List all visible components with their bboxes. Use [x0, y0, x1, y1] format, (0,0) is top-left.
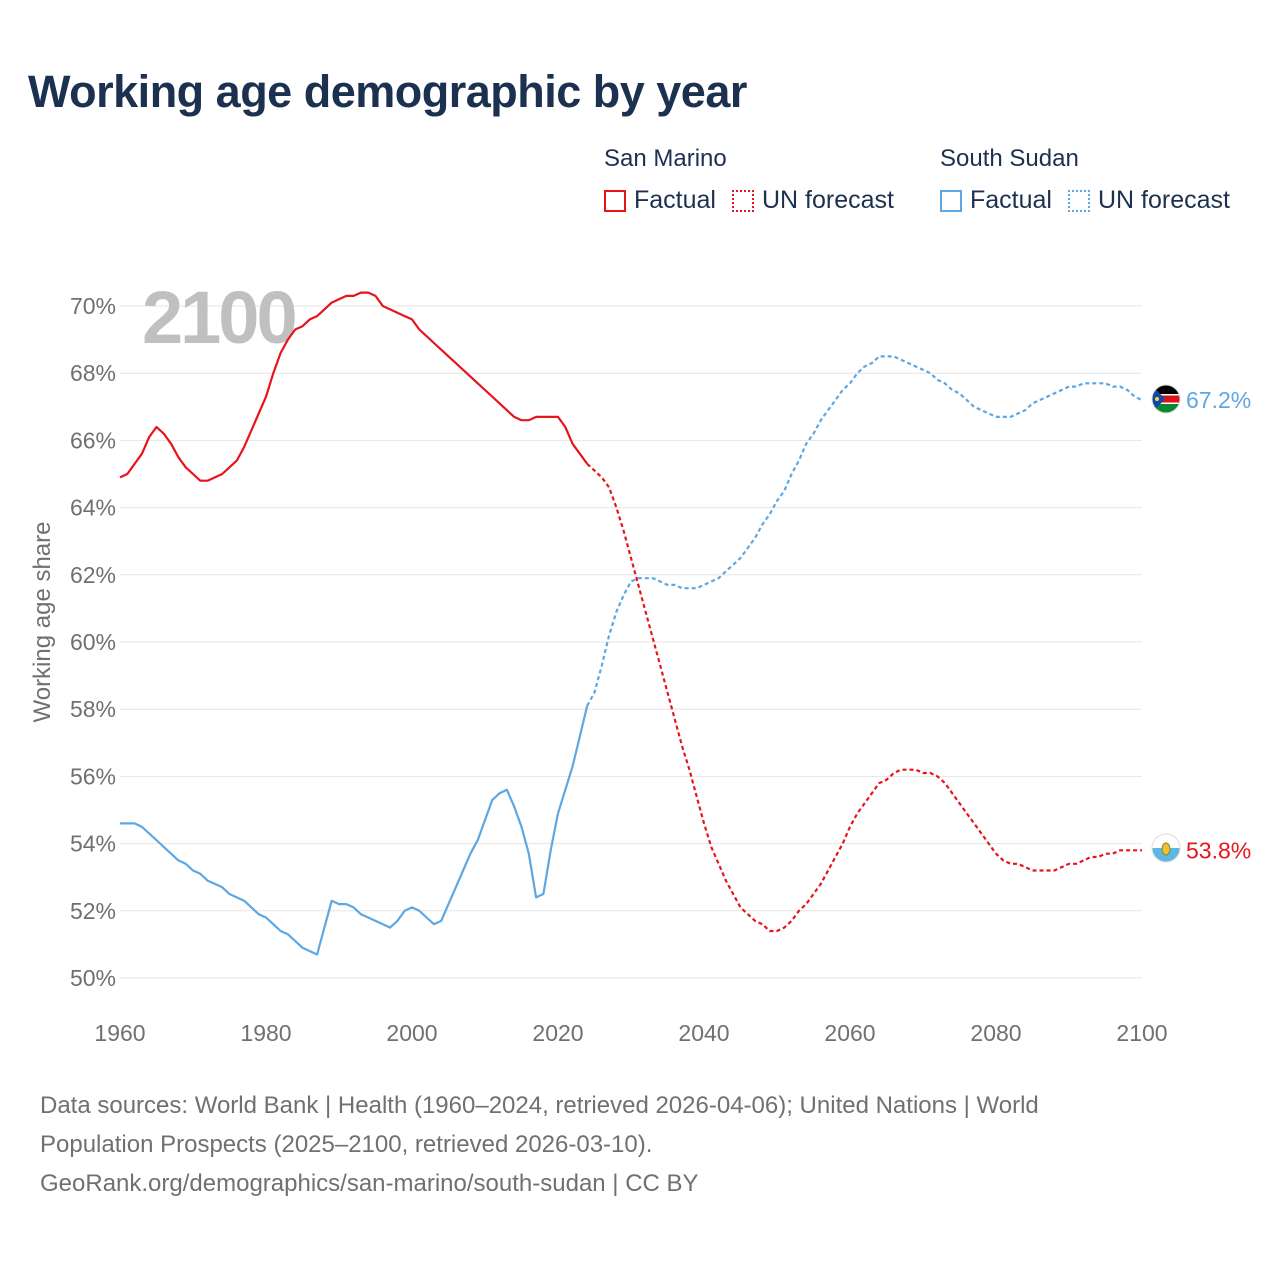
y-tick-label: 56% — [70, 763, 116, 789]
chart-title: Working age demographic by year — [28, 66, 747, 117]
year-watermark: 2100 — [142, 276, 295, 359]
factual-swatch-icon — [604, 189, 626, 212]
legend-label: UN forecast — [761, 186, 894, 214]
san-marino-flag — [1151, 833, 1181, 863]
south-sudan-forecast-line[interactable] — [586, 355, 1143, 707]
y-tick-label: 66% — [70, 427, 116, 453]
footer-attribution-link[interactable]: GeoRank.org/demographics/san-marino/sout… — [40, 1170, 699, 1197]
data-source-footer: Data sources: World Bank | Health (1960–… — [40, 1086, 1240, 1203]
legend-label: Factual — [970, 186, 1052, 214]
x-tick-label: 2020 — [532, 1020, 583, 1046]
legend-label: UN forecast — [1097, 186, 1230, 214]
san-marino-forecast-line[interactable] — [586, 463, 1142, 933]
factual-swatch-icon — [940, 189, 962, 212]
san-marino-factual-line[interactable] — [119, 291, 589, 482]
y-tick-label: 68% — [70, 360, 116, 386]
forecast-swatch-icon — [1067, 189, 1090, 212]
south-sudan-factual-line[interactable] — [120, 705, 589, 956]
forecast-swatch-icon — [731, 189, 754, 212]
san-marino-end-value: 53.8% — [1186, 837, 1251, 863]
y-tick-label: 52% — [70, 898, 116, 924]
x-tick-label: 2060 — [824, 1020, 875, 1046]
legend-south-sudan-factual[interactable]: Factual — [940, 186, 1052, 215]
x-tick-label: 2000 — [386, 1020, 437, 1046]
x-tick-label: 1980 — [240, 1020, 291, 1046]
y-tick-label: 54% — [70, 831, 116, 857]
legend-san-marino-forecast[interactable]: UN forecast — [731, 186, 894, 215]
footer-line: Population Prospects (2025–2100, retriev… — [40, 1131, 653, 1158]
y-axis-label: Working age share — [29, 522, 56, 723]
x-tick-label: 1960 — [94, 1020, 145, 1046]
y-tick-label: 60% — [70, 629, 116, 655]
legend-south-sudan: South Sudan Factual UN forecast — [940, 144, 1246, 215]
y-tick-label: 62% — [70, 562, 116, 588]
south-sudan-flag — [1151, 384, 1181, 414]
y-tick-label: 70% — [70, 293, 116, 319]
y-tick-label: 50% — [70, 965, 116, 991]
x-tick-label: 2080 — [970, 1020, 1021, 1046]
south-sudan-end-value: 67.2% — [1186, 387, 1251, 413]
x-tick-label: 2100 — [1116, 1020, 1167, 1046]
line-chart: 2100 Working age share 50% 52% 54% 56% 58% 60… — [29, 276, 1251, 1046]
legend-group-name: South Sudan — [940, 145, 1079, 172]
y-tick-label: 64% — [70, 495, 116, 521]
legend-label: Factual — [634, 186, 716, 214]
legend-group-name: San Marino — [604, 145, 727, 172]
legend-san-marino-factual[interactable]: Factual — [604, 186, 716, 215]
footer-line: Data sources: World Bank | Health (1960–… — [40, 1092, 1039, 1119]
legend-san-marino: San Marino Factual UN forecast — [604, 144, 910, 215]
y-tick-label: 58% — [70, 696, 116, 722]
x-tick-label: 2040 — [678, 1020, 729, 1046]
legend-south-sudan-forecast[interactable]: UN forecast — [1067, 186, 1230, 215]
